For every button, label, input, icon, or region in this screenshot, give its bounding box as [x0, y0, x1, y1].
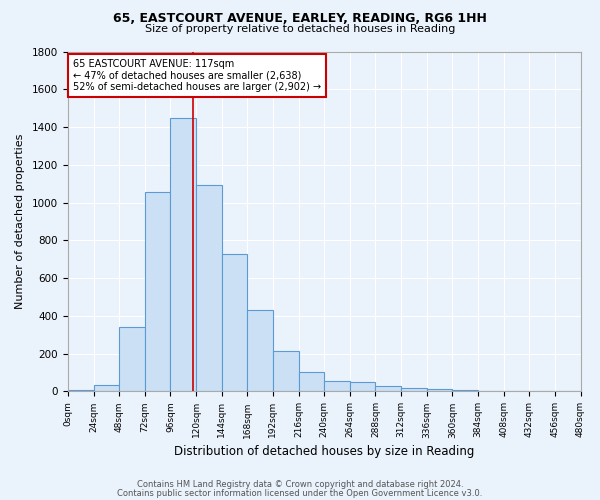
Bar — [427, 389, 452, 392]
Text: 65 EASTCOURT AVENUE: 117sqm
← 47% of detached houses are smaller (2,638)
52% of : 65 EASTCOURT AVENUE: 117sqm ← 47% of det… — [73, 59, 322, 92]
Bar — [503, 391, 529, 392]
Bar — [401, 388, 427, 392]
Bar — [94, 385, 119, 392]
Bar — [324, 380, 350, 392]
Bar — [376, 386, 401, 392]
X-axis label: Distribution of detached houses by size in Reading: Distribution of detached houses by size … — [174, 444, 475, 458]
Bar — [478, 390, 503, 392]
Bar — [350, 382, 376, 392]
Text: Contains public sector information licensed under the Open Government Licence v3: Contains public sector information licen… — [118, 488, 482, 498]
Bar — [170, 118, 196, 392]
Bar — [221, 254, 247, 392]
Text: Contains HM Land Registry data © Crown copyright and database right 2024.: Contains HM Land Registry data © Crown c… — [137, 480, 463, 489]
Bar — [299, 372, 324, 392]
Bar — [145, 192, 170, 392]
Y-axis label: Number of detached properties: Number of detached properties — [15, 134, 25, 309]
Text: 65, EASTCOURT AVENUE, EARLEY, READING, RG6 1HH: 65, EASTCOURT AVENUE, EARLEY, READING, R… — [113, 12, 487, 26]
Bar — [452, 390, 478, 392]
Text: Size of property relative to detached houses in Reading: Size of property relative to detached ho… — [145, 24, 455, 34]
Bar — [119, 327, 145, 392]
Bar — [68, 390, 94, 392]
Bar — [196, 184, 221, 392]
Bar — [273, 351, 299, 392]
Bar — [247, 310, 273, 392]
